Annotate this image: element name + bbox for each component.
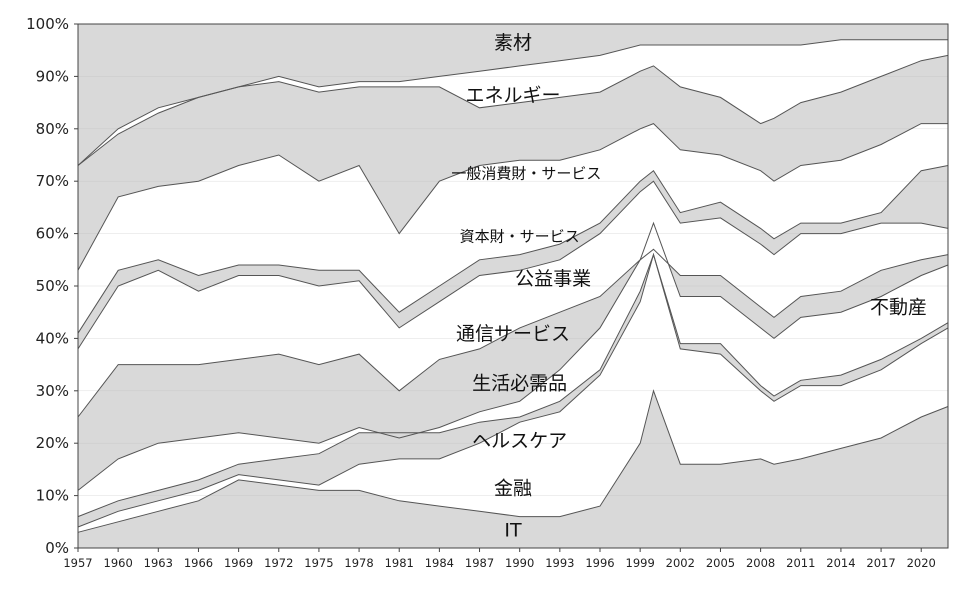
- x-tick-label: 1987: [465, 556, 494, 570]
- boundary-line-2: [77, 253, 949, 518]
- sector-label: ヘルスケア: [472, 430, 567, 452]
- boundary-lines: [77, 39, 949, 533]
- y-tick-label: 80%: [36, 120, 69, 138]
- y-tick-label: 60%: [36, 225, 69, 243]
- x-tick-label: 1963: [144, 556, 173, 570]
- y-tick-label: 40%: [36, 329, 69, 347]
- x-tick-label: 1957: [63, 556, 92, 570]
- x-tick-label: 2017: [866, 556, 895, 570]
- boundary-line-5: [77, 180, 949, 350]
- x-tick-label: 1993: [545, 556, 574, 570]
- sector-band-7: [78, 123, 948, 334]
- boundary-line-7: [77, 123, 948, 271]
- x-tick-label: 2020: [907, 556, 936, 570]
- y-tick-label: 50%: [36, 277, 69, 295]
- boundary-line-1: [77, 252, 949, 528]
- sector-band-10: [78, 24, 948, 166]
- x-tick-label: 1969: [224, 556, 253, 570]
- x-tick-label: 1972: [264, 556, 293, 570]
- sector-labels: 素材エネルギー一般消費財・サービス資本財・サービス公益事業通信サービス生活必需品…: [451, 32, 927, 541]
- y-tick-label: 10%: [36, 487, 69, 505]
- sector-band-9: [78, 39, 948, 166]
- sector-label: 公益事業: [515, 268, 591, 290]
- y-tick-label: 30%: [36, 382, 69, 400]
- x-tick-label: 1984: [425, 556, 454, 570]
- x-tick-label: 1966: [184, 556, 213, 570]
- boundary-line-0: [77, 389, 949, 533]
- y-tick-label: 90%: [36, 67, 69, 85]
- x-axis-ticks: 1957 1960 1963 1966 1969 1972 1975 1978 1981 1984…: [63, 548, 936, 570]
- x-tick-label: 1990: [505, 556, 534, 570]
- y-tick-label: 100%: [26, 15, 69, 33]
- x-tick-label: 2005: [706, 556, 735, 570]
- sector-label: 不動産: [870, 297, 927, 319]
- sector-band-8: [78, 55, 948, 271]
- sector-label: 生活必需品: [472, 373, 567, 395]
- boundary-line-3: [77, 221, 949, 491]
- y-tick-label: 0%: [45, 539, 69, 557]
- y-tick-label: 70%: [36, 172, 69, 190]
- boundary-line-4: [77, 248, 949, 418]
- x-tick-label: 2011: [786, 556, 815, 570]
- sector-band-2: [78, 254, 948, 527]
- sector-label: 一般消費財・サービス: [451, 165, 601, 183]
- x-tick-label: 1978: [344, 556, 373, 570]
- x-tick-label: 1975: [304, 556, 333, 570]
- boundary-line-6: [77, 165, 949, 334]
- sector-label: 素材: [494, 32, 532, 54]
- sector-label: 資本財・サービス: [460, 227, 580, 245]
- sector-label: 通信サービス: [456, 323, 570, 345]
- x-tick-label: 1960: [104, 556, 133, 570]
- x-tick-label: 1999: [626, 556, 655, 570]
- sector-band-4: [78, 223, 948, 491]
- sector-label: 金融: [494, 477, 532, 499]
- sector-label: エネルギー: [465, 84, 560, 106]
- sector-label: IT: [504, 519, 522, 541]
- boundary-line-9: [77, 39, 948, 166]
- x-tick-label: 2014: [826, 556, 855, 570]
- x-tick-label: 1996: [585, 556, 614, 570]
- x-tick-label: 2002: [666, 556, 695, 570]
- sector-band-0: [78, 390, 948, 548]
- sector-band-6: [78, 165, 948, 349]
- x-tick-label: 1981: [385, 556, 414, 570]
- x-tick-label: 2008: [746, 556, 775, 570]
- y-axis-ticks: 0% 10% 20% 30% 40% 50% 60% 70% 80% 90% 100%: [26, 15, 78, 557]
- y-tick-label: 20%: [36, 434, 69, 452]
